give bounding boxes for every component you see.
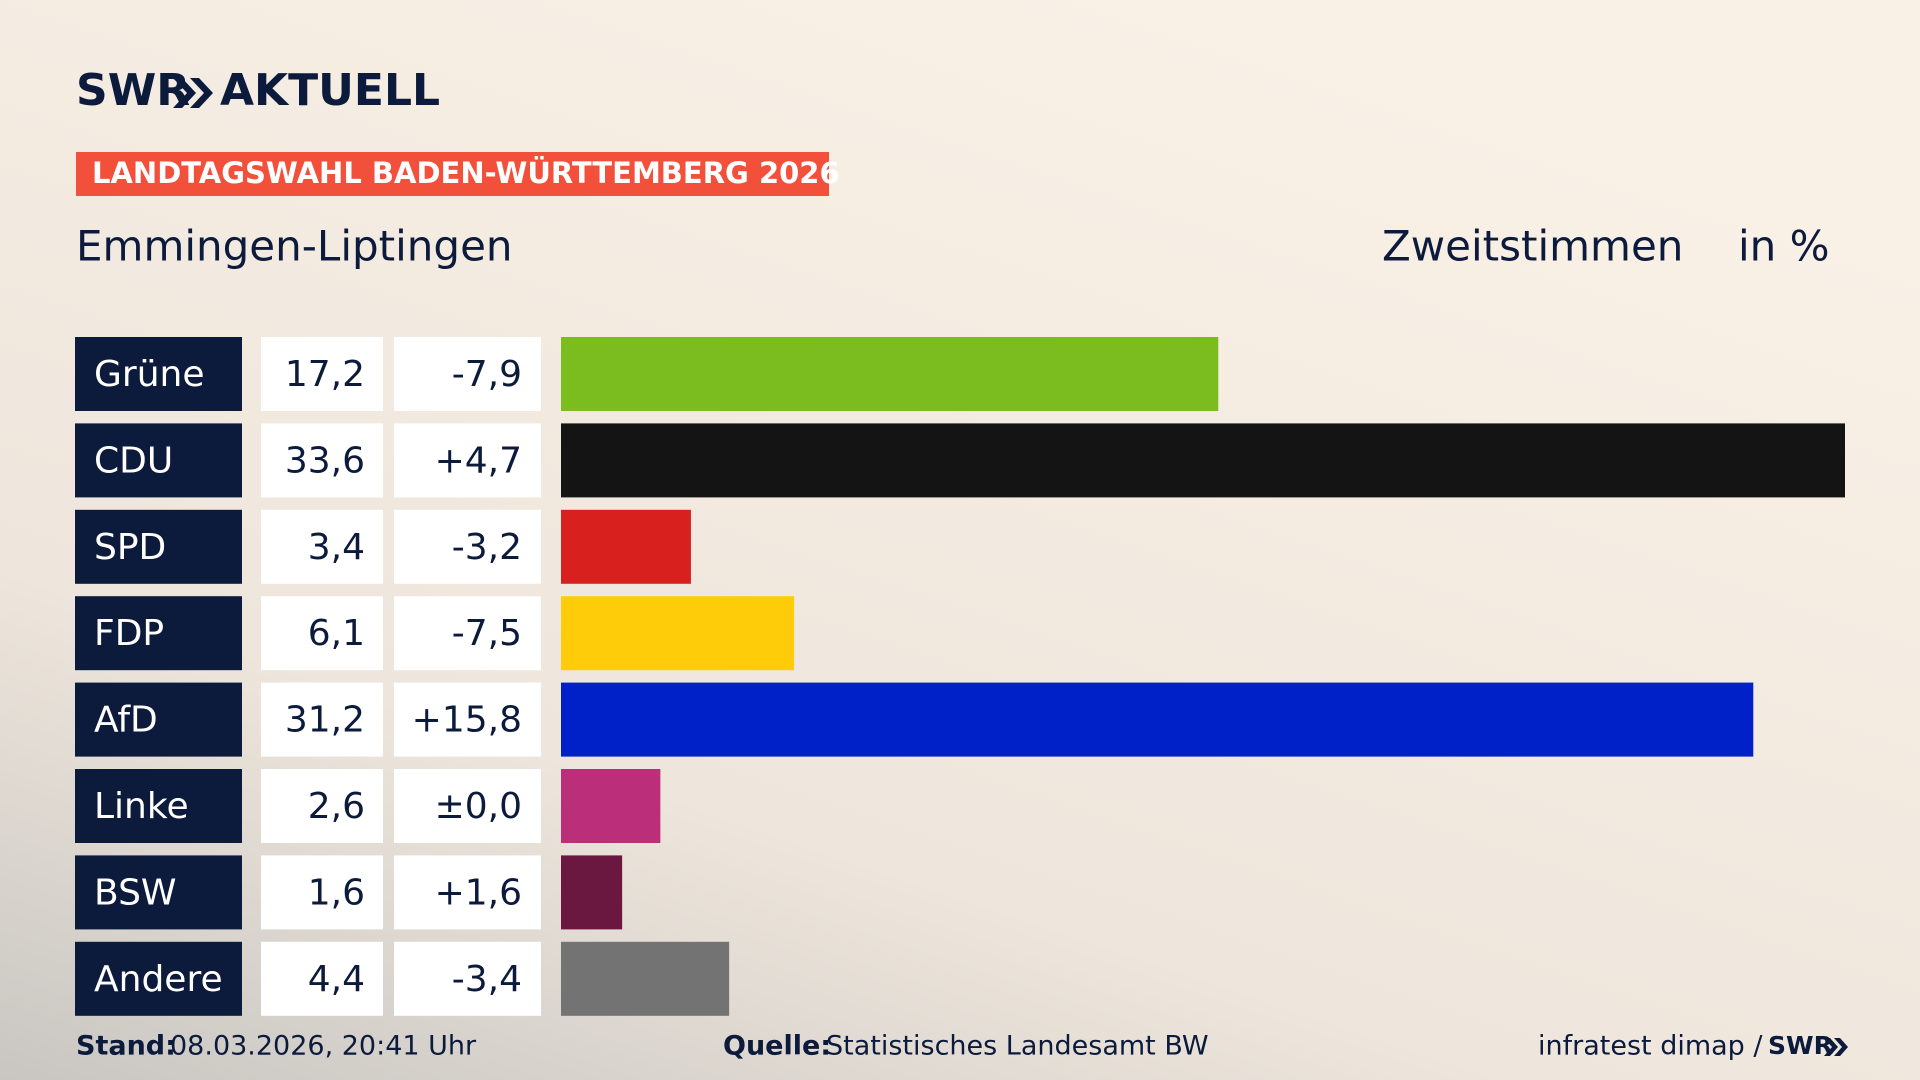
- change-cell: [394, 423, 541, 498]
- source-label: Quelle:: [723, 1031, 831, 1062]
- unit: in %: [1738, 222, 1830, 271]
- value-label: 1,6: [308, 872, 365, 913]
- party-label: BSW: [94, 872, 177, 913]
- party-cell: [75, 423, 242, 498]
- stand-label: Stand:: [76, 1031, 176, 1062]
- party-label: FDP: [94, 613, 164, 654]
- party-label: Grüne: [94, 354, 204, 395]
- party-cell: [75, 337, 242, 411]
- stand: 08.03.2026, 20:41 Uhr: [170, 1031, 477, 1062]
- value-cell: [261, 423, 383, 498]
- change-cell: [394, 509, 541, 584]
- value-cell: [261, 337, 383, 411]
- change-label: ±0,0: [435, 786, 522, 827]
- source: Statistisches Landesamt BW: [826, 1031, 1209, 1062]
- value-label: 33,6: [285, 440, 365, 481]
- value-label: 6,1: [308, 613, 365, 654]
- change-label: -3,2: [452, 527, 522, 568]
- bar: [561, 509, 691, 584]
- change-label: +4,7: [435, 440, 522, 481]
- bar: [561, 941, 730, 1016]
- change-label: +15,8: [412, 700, 522, 741]
- change-cell: [394, 682, 541, 757]
- logo-aktuell: AKTUELL: [220, 65, 440, 116]
- bar: [561, 682, 1754, 757]
- party-label: Andere: [94, 959, 223, 1000]
- logo-swr: SWR: [76, 65, 190, 116]
- party-cell: [75, 941, 242, 1016]
- change-cell: [394, 337, 541, 411]
- bar: [561, 423, 1845, 498]
- value-label: 2,6: [308, 786, 365, 827]
- party-cell: [75, 682, 242, 757]
- bar: [561, 769, 661, 843]
- value-label: 17,2: [285, 354, 365, 395]
- change-label: -7,9: [452, 354, 522, 395]
- bar: [561, 337, 1219, 411]
- logo-chevrons: [173, 78, 213, 108]
- credit-brand: SWR: [1768, 1031, 1833, 1060]
- value-cell: [261, 596, 383, 671]
- bar: [561, 596, 795, 671]
- value-cell: [261, 941, 383, 1016]
- change-cell: [394, 596, 541, 671]
- change-cell: [394, 941, 541, 1016]
- header-banner: [76, 152, 829, 196]
- value-cell: [261, 682, 383, 757]
- chart-title: Emmingen-Liptingen: [76, 222, 513, 271]
- measure: Zweitstimmen: [1382, 222, 1683, 271]
- header: LANDTAGSWAHL BADEN-WÜRTTEMBERG 2026: [92, 156, 840, 190]
- change-cell: [394, 855, 541, 930]
- value-cell: [261, 509, 383, 584]
- value-label: 3,4: [308, 527, 365, 568]
- value-label: 31,2: [285, 700, 365, 741]
- change-cell: [394, 769, 541, 843]
- value-label: 4,4: [308, 959, 365, 1000]
- bar: [561, 855, 623, 930]
- party-label: Linke: [94, 786, 189, 827]
- value-cell: [261, 855, 383, 930]
- party-label: CDU: [94, 440, 173, 481]
- change-label: -3,4: [452, 959, 522, 1000]
- party-label: AfD: [94, 700, 158, 741]
- party-cell: [75, 509, 242, 584]
- party-cell: [75, 596, 242, 671]
- value-cell: [261, 769, 383, 843]
- party-cell: [75, 769, 242, 843]
- credit: infratest dimap /: [1538, 1031, 1763, 1062]
- change-label: +1,6: [435, 872, 522, 913]
- credit-chevrons: [1824, 1038, 1848, 1056]
- change-label: -7,5: [452, 613, 522, 654]
- party-cell: [75, 855, 242, 930]
- party-label: SPD: [94, 527, 166, 568]
